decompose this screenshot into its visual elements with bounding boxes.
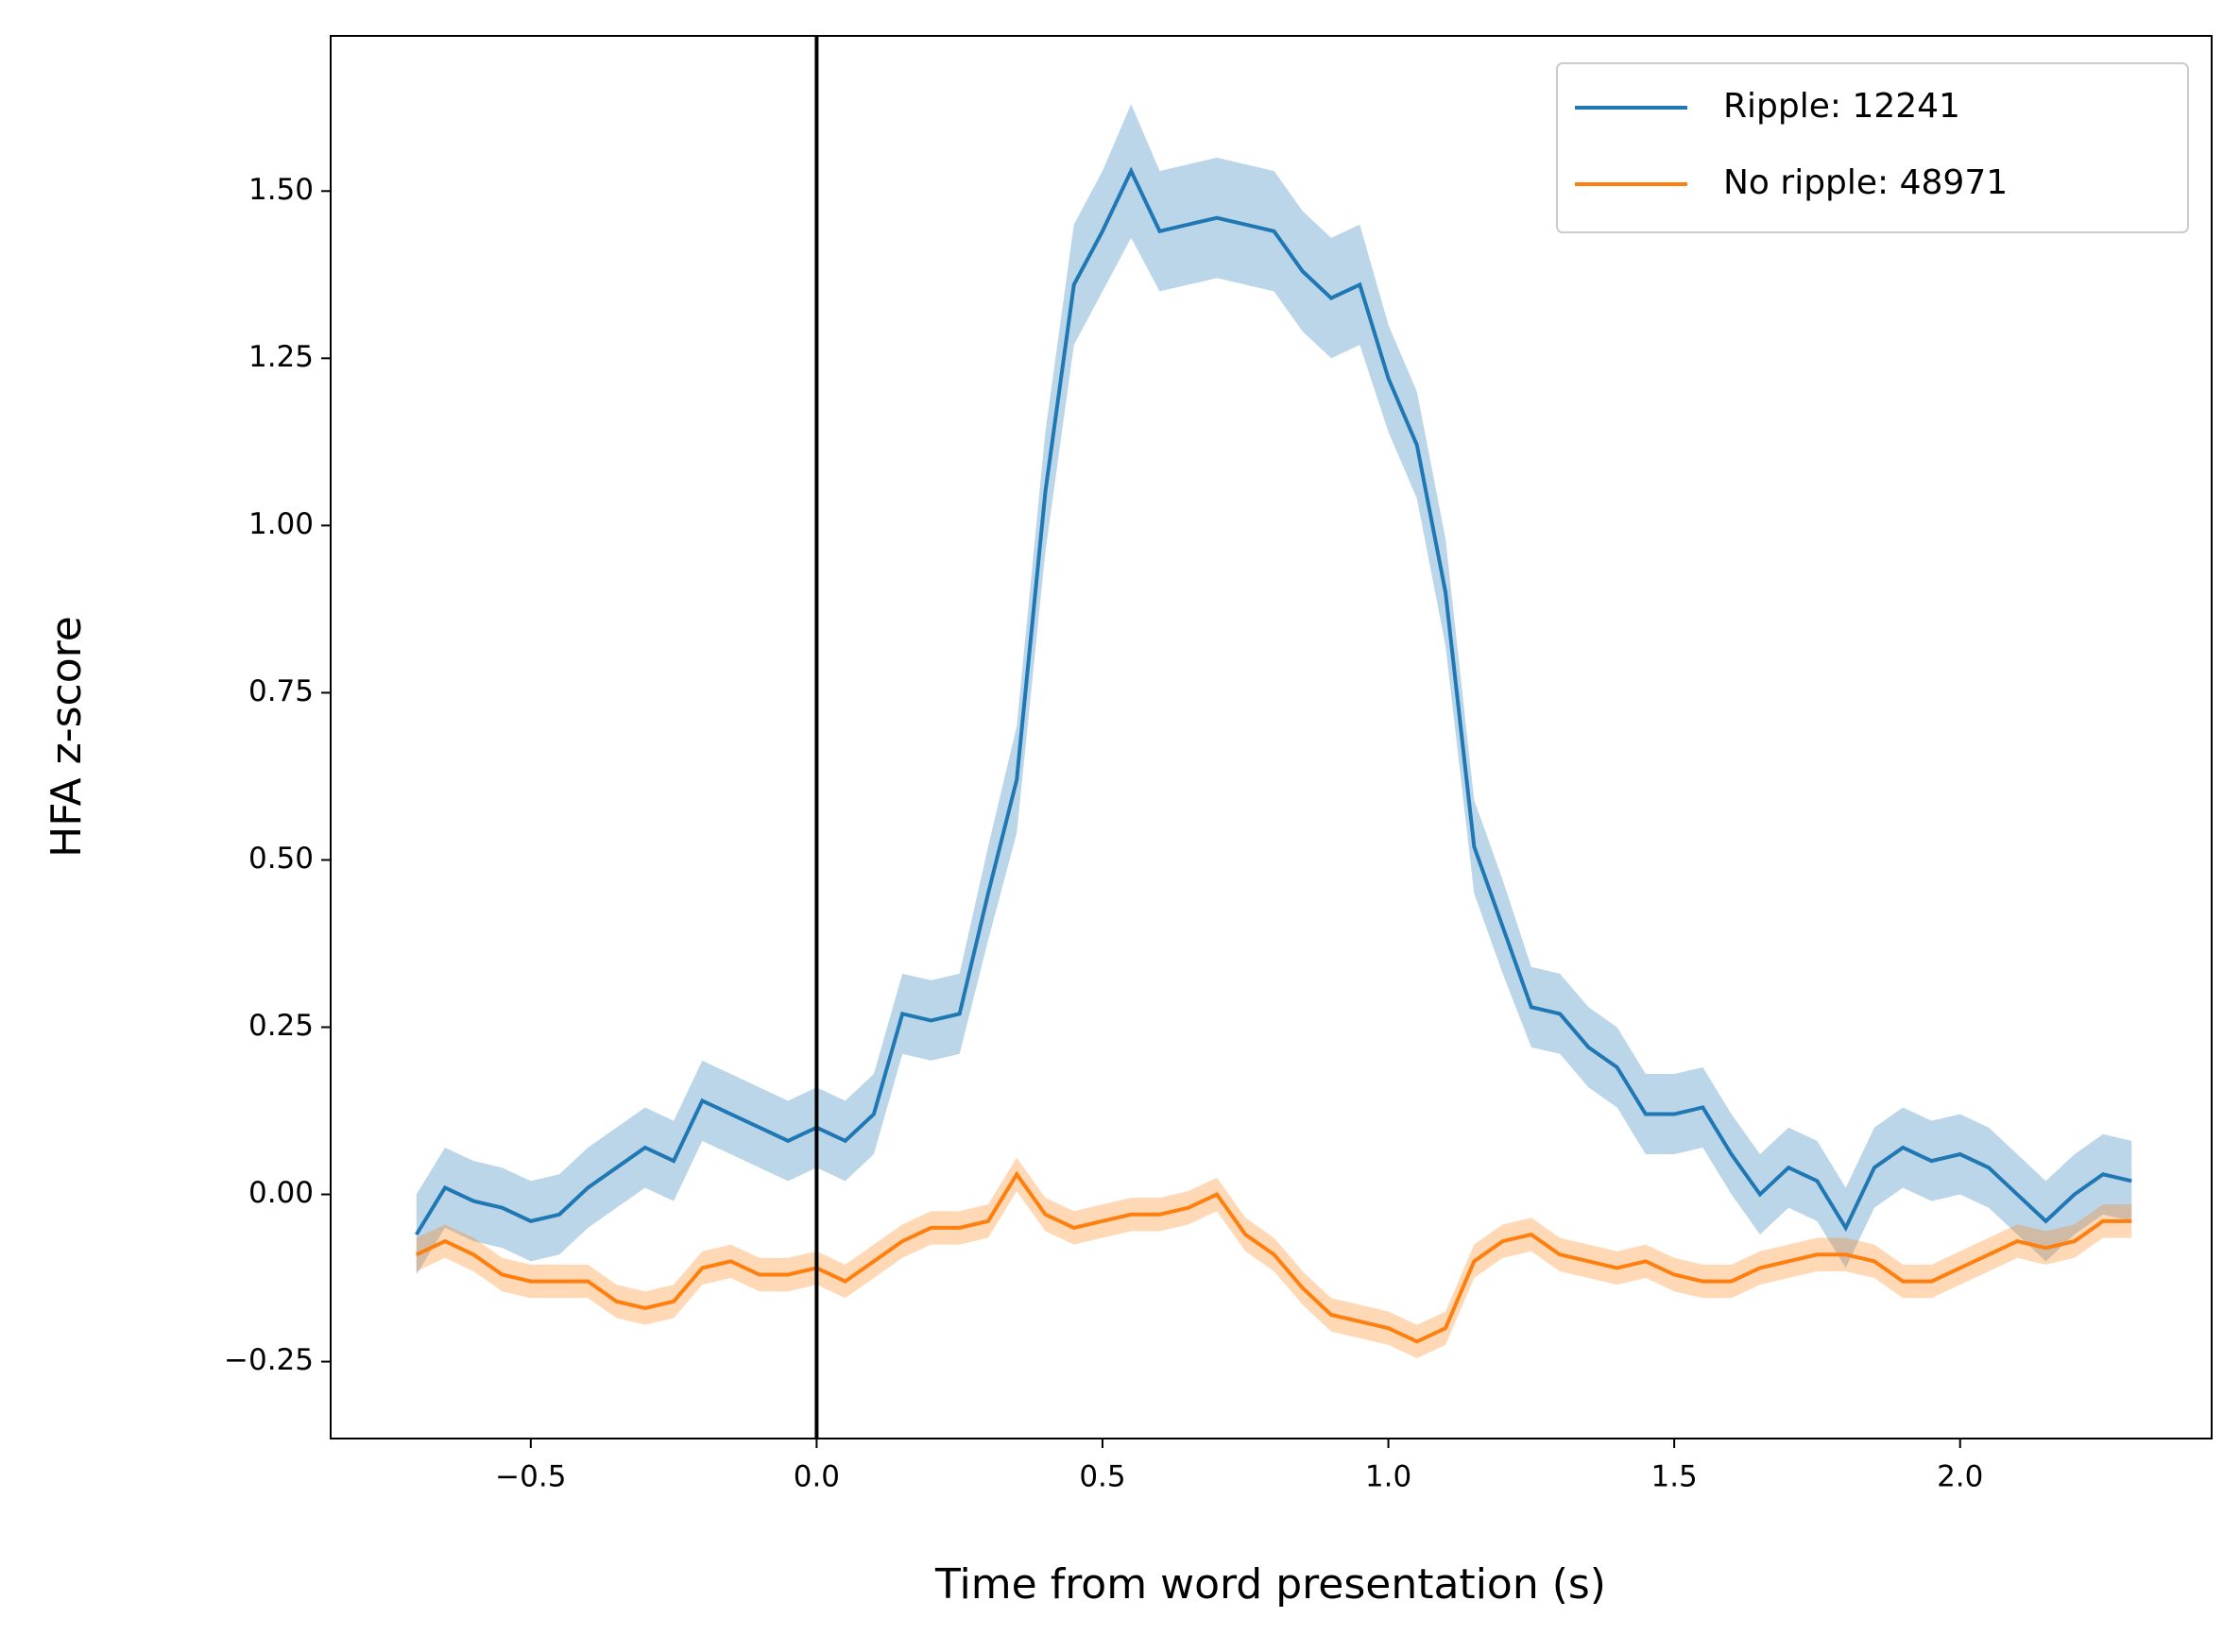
x-tick-label: −0.5 <box>495 1460 566 1494</box>
y-tick-label: 0.75 <box>248 674 314 708</box>
legend-label: Ripple: 12241 <box>1723 87 1960 126</box>
x-tick-label: 1.5 <box>1650 1460 1697 1494</box>
error-band <box>416 1157 2132 1359</box>
y-tick-label: 1.50 <box>248 173 314 207</box>
x-tick-label: 1.0 <box>1365 1460 1411 1494</box>
y-tick-label: 0.00 <box>248 1176 314 1210</box>
x-tick-label: 0.5 <box>1079 1460 1125 1494</box>
line <box>415 166 2132 1236</box>
error-band <box>416 104 2132 1275</box>
y-tick-label: 0.50 <box>248 842 314 876</box>
y-axis-label: HFA z-score <box>43 616 91 858</box>
x-tick-label: 0.0 <box>794 1460 840 1494</box>
legend-label: No ripple: 48971 <box>1723 163 2008 202</box>
x-axis-label: Time from word presentation (s) <box>934 1560 1606 1609</box>
y-tick-label: 0.25 <box>248 1009 314 1043</box>
x-tick-label: 2.0 <box>1937 1460 1983 1494</box>
line <box>415 1170 2132 1344</box>
y-tick-label: −0.25 <box>224 1343 314 1377</box>
y-tick-label: 1.25 <box>248 340 314 374</box>
y-tick-label: 1.00 <box>248 507 314 541</box>
plot-frame <box>330 35 2213 1439</box>
legend-box <box>1556 62 2189 233</box>
